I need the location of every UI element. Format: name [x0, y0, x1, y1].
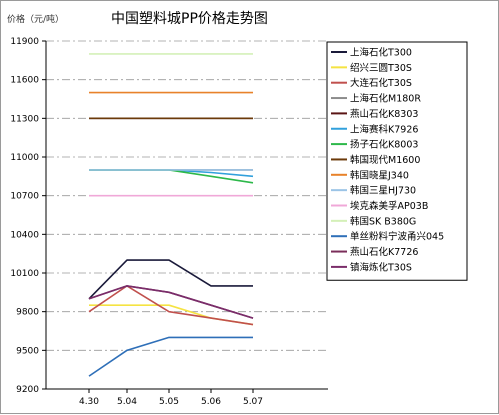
x-tick-label: 5.06 [201, 397, 221, 407]
x-tick-label: 5.07 [243, 397, 263, 407]
legend-label: 燕山石化K8303 [350, 108, 418, 120]
series-line [88, 285, 254, 326]
y-tick-label: 11600 [10, 76, 39, 86]
x-tick-label: 4.30 [79, 397, 99, 407]
legend-label: 绍兴三圆T30S [350, 62, 412, 74]
legend-label: 镇海炼化T30S [350, 261, 412, 273]
legend-label: 上海石化M180R [350, 93, 421, 105]
series-line [88, 285, 254, 319]
y-tick-label: 9800 [16, 308, 39, 318]
series-line [88, 259, 253, 300]
legend-label: 韩国晓星J340 [350, 169, 409, 181]
legend-label: 上海石化T300 [350, 47, 412, 59]
legend-label: 燕山石化K7726 [350, 246, 418, 258]
legend-label: 韩国SK B380G [350, 215, 416, 227]
y-tick-label: 9200 [16, 385, 39, 395]
legend-label: 扬子石化K8003 [350, 139, 418, 151]
y-tick-label: 11300 [10, 114, 39, 124]
gridlines [46, 40, 328, 351]
y-tick-label: 11000 [10, 153, 39, 163]
y-tick-label: 10400 [10, 230, 39, 240]
y-tick-label: 10100 [10, 269, 39, 279]
series-line [89, 169, 254, 184]
x-tick-label: 5.05 [159, 397, 179, 407]
y-axis-ticks: 9200 9500 9800 10100 10400 10700 11000 11300 116… [10, 37, 46, 395]
legend: 上海石化T300 绍兴三圆T30S 大连石化T30S 上海石化M180R 燕山石化K83… [326, 41, 468, 281]
axes [45, 41, 328, 390]
y-tick-label: 11900 [10, 37, 39, 47]
series-lines [88, 53, 254, 377]
legend-label: 单丝粉料宁波甬兴045 [350, 231, 444, 243]
y-tick-label: 9500 [16, 346, 39, 356]
legend-box [326, 41, 468, 281]
legend-label: 大连石化T30S [350, 77, 412, 89]
legend-label: 韩国现代M1600 [350, 154, 420, 166]
x-axis-ticks: 4.30 5.04 5.05 5.06 5.07 [79, 389, 263, 407]
legend-label: 埃克森美孚AP03B [350, 200, 428, 212]
series-line [88, 336, 253, 377]
x-tick-label: 5.04 [117, 397, 137, 407]
chart-title: 中国塑料城PP价格走势图 [111, 11, 268, 27]
y-axis-label: 价格（元/吨） [7, 13, 64, 25]
legend-label: 韩国三星HJ730 [350, 185, 416, 197]
y-tick-label: 10700 [10, 192, 39, 202]
series-line [89, 304, 254, 326]
legend-label: 上海赛科K7926 [350, 123, 418, 135]
